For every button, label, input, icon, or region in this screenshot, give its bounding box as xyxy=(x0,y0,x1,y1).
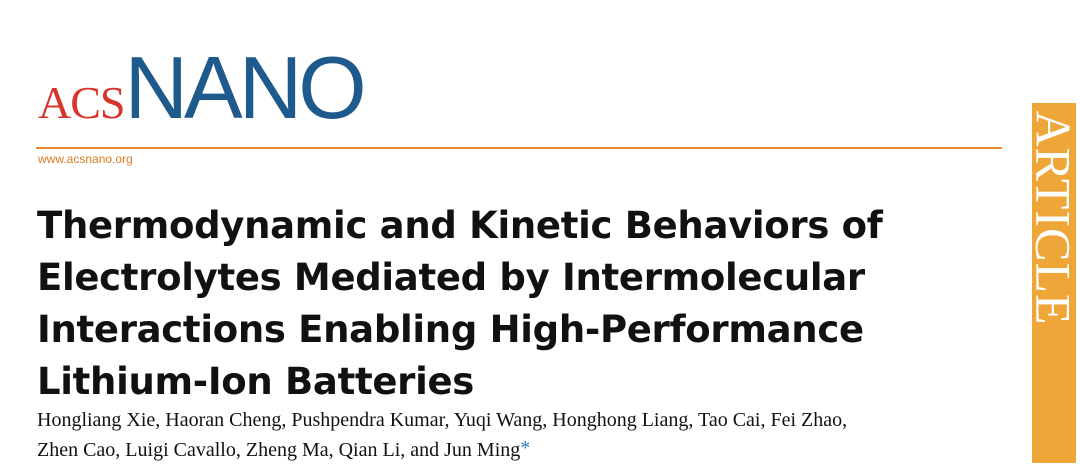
author-line-text: Zhen Cao, Luigi Cavallo, Zheng Ma, Qian … xyxy=(37,439,521,461)
journal-url[interactable]: www.acsnano.org xyxy=(38,152,133,166)
article-title: Thermodynamic and Kinetic Behaviors of E… xyxy=(37,200,1027,408)
author-list: Hongliang Xie, Haoran Cheng, Pushpendra … xyxy=(37,406,1012,464)
section-label-text: ARTICLE xyxy=(1026,110,1080,326)
corresponding-author-mark[interactable]: * xyxy=(520,437,531,459)
title-line: Interactions Enabling High-Performance xyxy=(37,308,864,351)
header-rule xyxy=(36,147,1002,149)
logo-acs: ACS xyxy=(38,77,125,128)
journal-logo: ACS NANO xyxy=(38,38,367,137)
author-line: Hongliang Xie, Haoran Cheng, Pushpendra … xyxy=(37,409,848,431)
title-line: Thermodynamic and Kinetic Behaviors of xyxy=(37,204,883,247)
section-side-bar xyxy=(1032,103,1076,463)
section-label: ARTICLE xyxy=(1026,103,1080,333)
logo-nano: NANO xyxy=(124,38,366,137)
author-line: Zhen Cao, Luigi Cavallo, Zheng Ma, Qian … xyxy=(37,434,1012,464)
title-line: Lithium-Ion Batteries xyxy=(37,360,475,403)
title-line: Electrolytes Mediated by Intermolecular xyxy=(37,256,865,299)
